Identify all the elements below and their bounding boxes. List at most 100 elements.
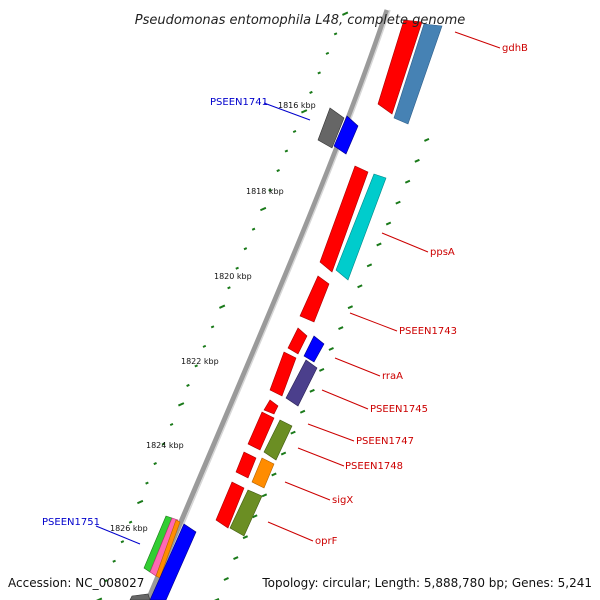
- kbp-markers: 1816 kbp 1818 kbp 1820 kbp 1822 kbp 1824…: [110, 101, 316, 533]
- gene-label-gdhB[interactable]: gdhB: [502, 43, 528, 54]
- ruler-tick: [325, 51, 330, 55]
- ruler-tick: [284, 149, 289, 153]
- ruler-tick: [309, 388, 315, 393]
- gene-label-PSEEN1748[interactable]: PSEEN1748: [345, 461, 403, 472]
- feature-PSEEN1751-blue[interactable]: [149, 523, 197, 600]
- ruler-tick: [290, 430, 296, 435]
- feature-PSEEN1745-forward[interactable]: [269, 351, 297, 397]
- ruler-tick: [219, 304, 226, 309]
- ruler-tick: [333, 32, 338, 36]
- leader-PSEEN1745: [321, 389, 369, 410]
- ruler-tick: [251, 227, 256, 231]
- gene-label-PSEEN1745[interactable]: PSEEN1745: [370, 404, 428, 415]
- feature-bottom-grey[interactable]: [129, 593, 151, 600]
- genome-backbone-highlight: [151, 9, 391, 600]
- feature-ppsA-forward[interactable]: [319, 165, 369, 273]
- feature-PSEEN1747-forward[interactable]: [247, 411, 275, 451]
- ruler-tick: [385, 221, 392, 226]
- ruler-tick: [242, 535, 249, 540]
- ruler-tick: [424, 137, 430, 142]
- leader-PSEEN1748: [297, 447, 345, 467]
- gene-label-ppsA[interactable]: ppsA: [430, 247, 455, 258]
- feature-rraA-forward[interactable]: [287, 327, 308, 355]
- leader-PSEEN1741: [263, 102, 311, 121]
- feature-PSEEN1741-grey[interactable]: [317, 107, 345, 149]
- accession-text: Accession: NC_008027: [8, 576, 144, 590]
- ruler-tick: [376, 242, 382, 247]
- feature-gdhB-forward[interactable]: [377, 19, 423, 115]
- gene-label-rraA[interactable]: rraA: [382, 371, 403, 382]
- ruler-tick: [338, 326, 344, 331]
- kbp-label-1816: 1816 kbp: [278, 101, 316, 110]
- feature-gdhB-reverse[interactable]: [393, 23, 443, 125]
- kbp-label-1822: 1822 kbp: [181, 357, 219, 366]
- ruler-tick: [342, 11, 349, 16]
- ruler-tick: [104, 579, 108, 583]
- genome-summary-text: Topology: circular; Length: 5,888,780 bp…: [261, 576, 592, 590]
- feature-sigX[interactable]: [251, 457, 275, 489]
- label-leaders: [95, 31, 501, 545]
- leader-PSEEN1747: [307, 423, 355, 442]
- kbp-label-1820: 1820 kbp: [214, 272, 252, 281]
- ruler-tick: [194, 364, 198, 368]
- leader-ppsA: [381, 232, 429, 253]
- ruler-tick: [271, 472, 277, 477]
- ruler-tick: [120, 540, 125, 544]
- ruler-tick: [235, 266, 239, 270]
- gene-label-oprF[interactable]: oprF: [315, 536, 338, 547]
- gene-features: [129, 19, 443, 600]
- gene-label-PSEEN1751[interactable]: PSEEN1751: [42, 517, 100, 528]
- ruler-tick: [252, 514, 258, 519]
- feature-PSEEN1741-blue[interactable]: [333, 115, 359, 155]
- ruler-tick: [292, 129, 297, 134]
- feature-ppsA-reverse[interactable]: [335, 173, 387, 281]
- leader-PSEEN1743: [349, 312, 398, 332]
- ruler-tick: [137, 499, 144, 505]
- ruler-tick: [299, 409, 306, 414]
- gene-label-PSEEN1743[interactable]: PSEEN1743: [399, 326, 457, 337]
- ruler-tick: [395, 200, 401, 205]
- ruler-tick: [128, 520, 133, 524]
- feature-rraA-reverse[interactable]: [303, 335, 325, 363]
- feature-PSEEN1745-reverse[interactable]: [285, 359, 318, 407]
- ruler-tick: [161, 442, 166, 446]
- gene-label-PSEEN1741[interactable]: PSEEN1741: [210, 97, 268, 108]
- ruler-tick: [319, 367, 325, 372]
- ruler-tick: [366, 263, 373, 268]
- kbp-label-1824: 1824 kbp: [146, 441, 184, 450]
- feature-PSEEN1747-reverse[interactable]: [263, 419, 293, 461]
- feature-small-red[interactable]: [263, 399, 279, 415]
- ruler-tick: [243, 247, 248, 251]
- feature-oprF-reverse[interactable]: [229, 489, 263, 537]
- genome-backbone: [145, 9, 390, 600]
- ruler-tick: [414, 158, 420, 163]
- ruler-tick: [227, 286, 231, 290]
- ruler-tick: [268, 188, 272, 192]
- ruler-tick: [223, 577, 229, 581]
- ruler-tick: [233, 556, 239, 561]
- ruler-tick: [169, 422, 174, 427]
- kbp-label-1826: 1826 kbp: [110, 524, 148, 533]
- leader-oprF: [267, 521, 314, 542]
- feature-PSEEN1748[interactable]: [235, 451, 257, 479]
- ruler-tick: [210, 325, 215, 329]
- ruler-tick: [301, 109, 308, 114]
- ruler-tick: [347, 305, 354, 310]
- ruler-tick: [202, 344, 207, 348]
- ruler-tick: [404, 179, 411, 184]
- ruler-tick: [145, 481, 149, 485]
- ruler-tick: [328, 347, 334, 351]
- gene-label-sigX[interactable]: sigX: [332, 495, 353, 506]
- ruler-tick: [261, 493, 268, 498]
- leader-rraA: [334, 357, 381, 377]
- gene-labels: gdhB PSEEN1741 ppsA PSEEN1743 rraA PSEEN…: [42, 43, 528, 547]
- ruler-tick: [317, 71, 321, 75]
- feature-oprF-forward[interactable]: [215, 481, 245, 529]
- feature-PSEEN1743[interactable]: [299, 275, 330, 323]
- leader-PSEEN1751: [95, 525, 141, 545]
- leader-gdhB: [454, 31, 501, 49]
- gene-label-PSEEN1747[interactable]: PSEEN1747: [356, 436, 414, 447]
- ruler-tick: [112, 559, 116, 563]
- ruler-tick: [280, 451, 287, 456]
